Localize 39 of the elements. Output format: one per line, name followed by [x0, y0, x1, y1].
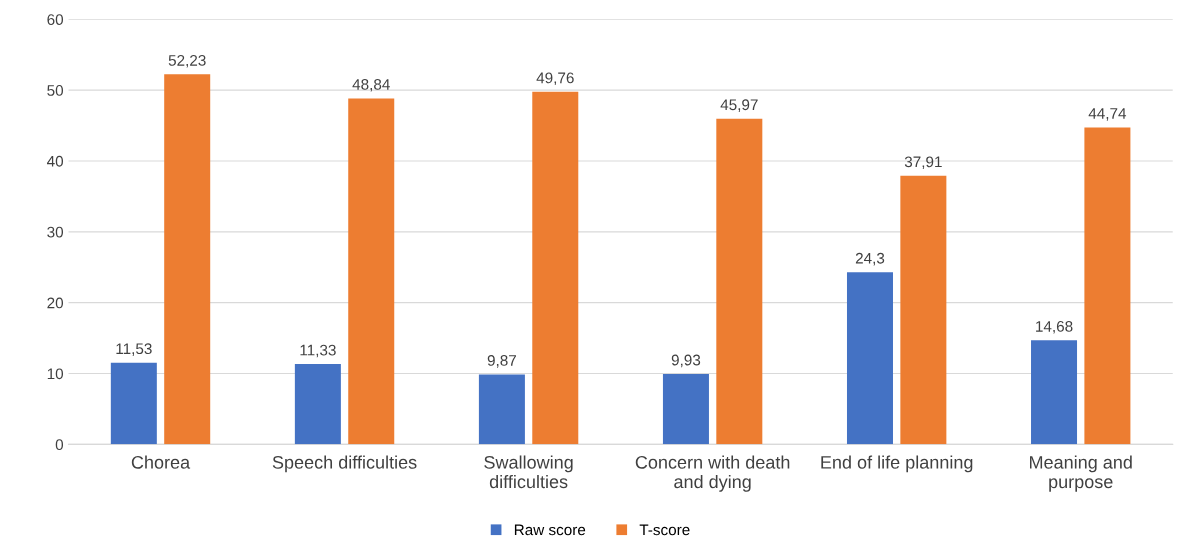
data-label: 11,33	[300, 344, 336, 358]
data-label: 45,97	[720, 99, 758, 112]
y-tick-label: 0	[55, 439, 64, 451]
data-label: 48,84	[352, 78, 390, 92]
x-tick-label: End of life planning	[821, 455, 973, 473]
bar	[900, 175, 947, 445]
data-label: 9,93	[671, 354, 701, 368]
y-tick-label: 60	[47, 14, 64, 26]
data-label: 44,74	[1088, 108, 1127, 121]
y-tick-label: 50	[47, 85, 64, 96]
bar	[846, 272, 893, 445]
data-label: 52,23	[168, 54, 206, 68]
data-label: 49,76	[536, 72, 574, 86]
legend-label: Raw score	[514, 524, 586, 536]
data-label: 37,91	[904, 156, 942, 170]
bar	[716, 118, 763, 445]
x-tick-label: Meaning and purpose	[1030, 455, 1132, 492]
y-tick-label: 20	[47, 297, 64, 309]
bar	[348, 98, 395, 445]
bar	[294, 364, 341, 445]
data-label: 14,68	[1036, 320, 1073, 334]
x-tick-label: Swallowing difficulties	[484, 455, 573, 489]
bar	[1084, 127, 1131, 445]
bar	[164, 74, 211, 445]
y-tick-label: 40	[47, 155, 64, 167]
data-label: 24,3	[855, 252, 885, 266]
legend-label: T-score	[639, 524, 690, 536]
bar	[1031, 340, 1078, 445]
data-label: 11,53	[116, 343, 152, 356]
bar	[478, 374, 525, 445]
x-tick-label: Concern with death and dying	[635, 455, 790, 492]
data-label: 9,87	[487, 355, 517, 368]
y-tick-label: 10	[47, 368, 64, 380]
bar	[110, 362, 157, 445]
y-tick-label: 30	[47, 226, 64, 238]
x-tick-label: Speech difficulties	[272, 455, 417, 473]
bar	[662, 374, 709, 445]
bar	[532, 91, 579, 445]
x-tick-label: Chorea	[131, 455, 191, 469]
